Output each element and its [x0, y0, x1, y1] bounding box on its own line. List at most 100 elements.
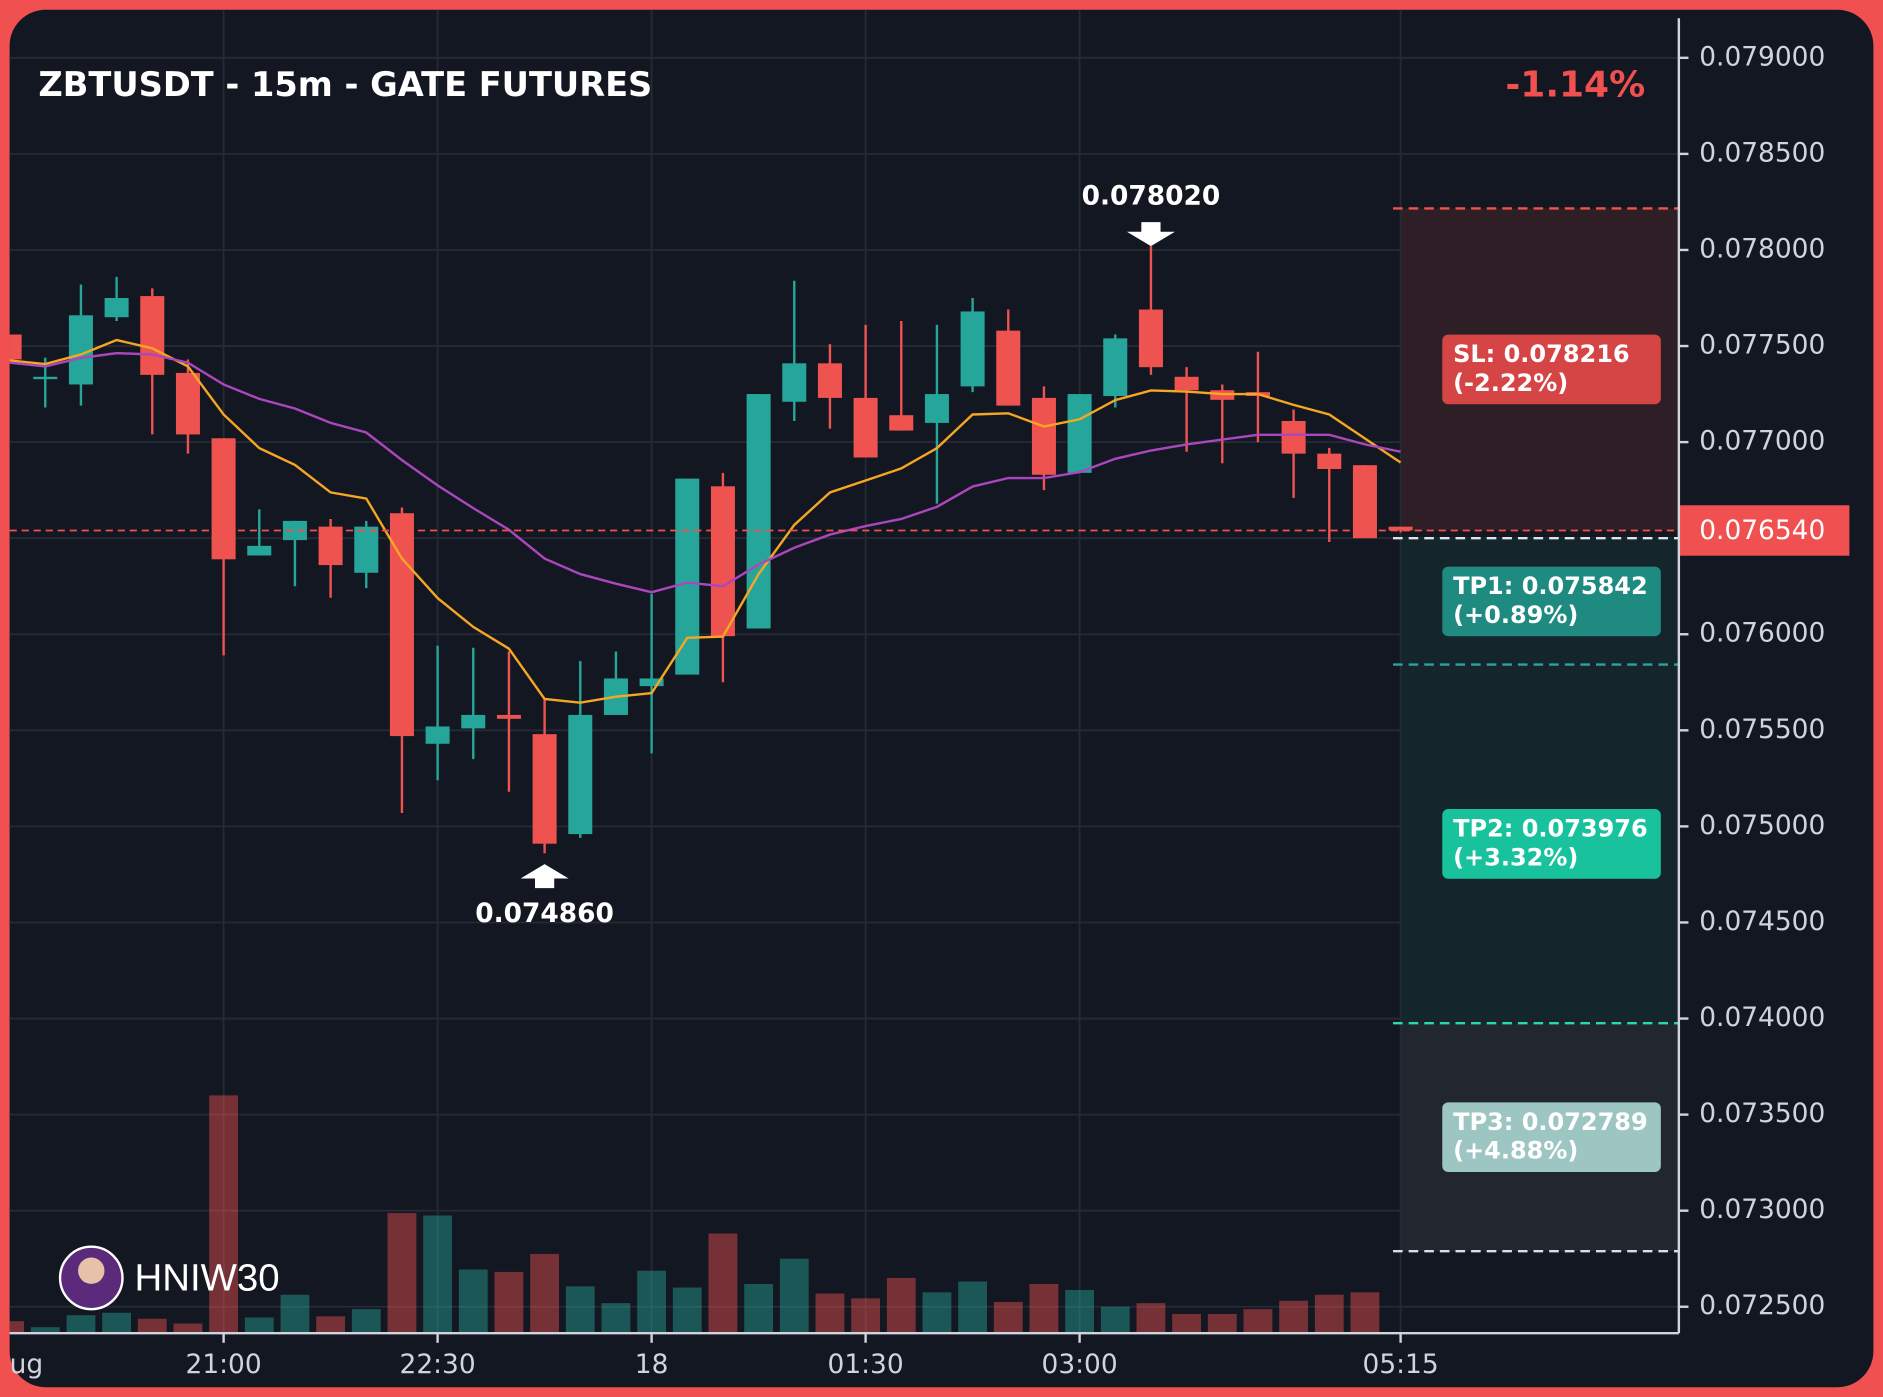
volume-bar — [1100, 1306, 1130, 1334]
annotation-label: 0.074860 — [475, 898, 614, 929]
candle-body — [639, 678, 664, 687]
candle-body — [1317, 453, 1342, 470]
candle-body — [710, 486, 735, 637]
level-label: TP1: 0.075842 — [1453, 572, 1648, 600]
volume-bar — [280, 1294, 310, 1334]
level-box — [1442, 566, 1661, 637]
volume-bar — [851, 1298, 881, 1334]
candle-body — [247, 545, 272, 556]
volume-bar — [316, 1316, 346, 1334]
annotation-arrow — [520, 864, 569, 889]
last-price-box — [1678, 505, 1850, 556]
y-tick-label: 0.077500 — [1699, 330, 1825, 361]
candle-body — [889, 415, 914, 431]
candle-body — [211, 438, 236, 560]
y-tick-label: 0.074500 — [1699, 906, 1825, 937]
x-tick-label: 03:00 — [1042, 1349, 1118, 1380]
x-tick-label: 05:15 — [1363, 1349, 1439, 1380]
candle-body — [924, 394, 949, 423]
candle-body — [746, 394, 771, 629]
candle-body — [1138, 309, 1163, 368]
volume-bar — [886, 1277, 916, 1334]
level-change: (+0.89%) — [1453, 601, 1578, 629]
volume-bar — [1314, 1294, 1344, 1334]
volume-bar — [1243, 1309, 1273, 1334]
volume-bar — [565, 1286, 595, 1334]
volume-bar — [1350, 1292, 1380, 1334]
change: -1.14% — [1505, 65, 1645, 106]
volume-bar — [993, 1301, 1023, 1334]
volume-bar — [9, 1321, 25, 1334]
candle-body — [1352, 465, 1377, 539]
level-box — [1442, 334, 1661, 405]
candle-body — [1031, 397, 1056, 475]
candle-body — [568, 714, 593, 835]
candle-body — [68, 315, 93, 385]
x-tick-label: 22:30 — [400, 1349, 476, 1380]
candle-body — [960, 311, 985, 387]
volume-bar — [173, 1323, 203, 1334]
volume-bar — [708, 1233, 738, 1334]
candle-body — [675, 478, 700, 675]
volume-bar — [530, 1253, 560, 1334]
avatar-face — [78, 1257, 105, 1284]
candle-body — [140, 296, 165, 375]
x-tick-label: 01:30 — [828, 1349, 904, 1380]
volume-bar — [494, 1271, 524, 1334]
volume-bar — [779, 1258, 809, 1334]
candle-body — [532, 734, 557, 844]
volume-bar — [744, 1283, 774, 1334]
candle-body — [425, 726, 450, 744]
y-tick-label: 0.075500 — [1699, 714, 1825, 745]
volume-bar — [209, 1095, 239, 1334]
x-tick-label: 21:00 — [186, 1349, 262, 1380]
candle-body — [817, 363, 842, 398]
level-box — [1442, 1102, 1661, 1173]
candle-body — [175, 372, 200, 435]
y-tick-label: 0.078500 — [1699, 137, 1825, 168]
volume-bar — [458, 1269, 488, 1334]
candle-body — [782, 363, 807, 402]
y-tick-label: 0.074000 — [1699, 1002, 1825, 1033]
volume-bar — [1207, 1313, 1237, 1334]
annotation-arrow — [1126, 222, 1175, 247]
volume-bar — [387, 1213, 417, 1334]
volume-bar — [601, 1303, 631, 1334]
candle-body — [1067, 394, 1092, 473]
candle-body — [282, 520, 307, 541]
last-price-label: 0.076540 — [1699, 515, 1825, 546]
y-tick-label: 0.077000 — [1699, 426, 1825, 457]
watermark: HNIW30 — [135, 1256, 280, 1299]
volume-bar — [137, 1318, 167, 1334]
y-tick-label: 0.075000 — [1699, 810, 1825, 841]
y-tick-label: 0.072500 — [1699, 1290, 1825, 1321]
level-change: (+3.32%) — [1453, 843, 1578, 871]
candle-body — [389, 513, 414, 737]
ma-line — [9, 351, 1401, 594]
ma-line — [9, 338, 1402, 704]
volume-bar — [637, 1270, 667, 1334]
y-tick-label: 0.079000 — [1699, 41, 1825, 72]
volume-bar — [1136, 1303, 1166, 1334]
level-change: (-2.22%) — [1453, 369, 1568, 397]
candle-body — [1281, 420, 1306, 454]
candle-body — [1174, 376, 1199, 391]
plot — [9, 246, 1679, 1334]
y-tick-label: 0.076000 — [1699, 618, 1825, 649]
volume-bar — [66, 1315, 96, 1334]
volume-bar — [351, 1309, 381, 1334]
volume-bar — [1279, 1300, 1309, 1334]
candle-body — [354, 526, 379, 573]
volume-bar — [102, 1312, 132, 1334]
volume-bar — [244, 1317, 274, 1334]
volume-bar — [815, 1293, 845, 1334]
candle-body — [853, 397, 878, 458]
level-box — [1442, 809, 1661, 879]
chart-title: ZBTUSDT - 15m - GATE FUTURES — [38, 65, 652, 104]
y-tick-label: 0.073000 — [1699, 1194, 1825, 1225]
volume-bar — [1172, 1313, 1202, 1334]
y-tick-label: 0.078000 — [1699, 233, 1825, 264]
y-tick-label: 0.073500 — [1699, 1098, 1825, 1129]
level-label: TP3: 0.072789 — [1453, 1108, 1648, 1136]
volume-bar — [672, 1287, 702, 1334]
